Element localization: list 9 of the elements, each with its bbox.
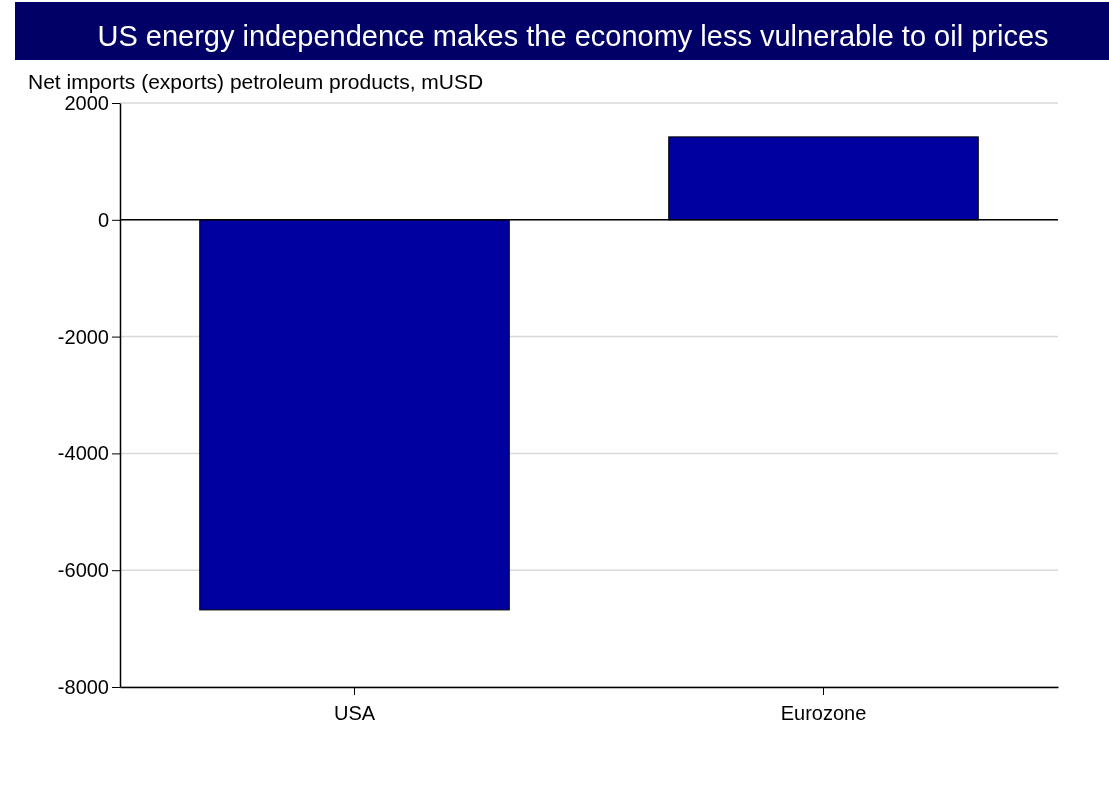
y-tick-label: -6000: [57, 559, 109, 582]
x-tick-label: USA: [333, 702, 376, 724]
x-tick-label: Eurozone: [780, 702, 867, 724]
y-axis-title: Net imports (exports) petroleum products, mUSD: [28, 70, 484, 93]
y-tick-label: -4000: [57, 442, 109, 465]
chart-title: US energy independence makes the economy less vulnerable to oil prices: [97, 20, 1049, 52]
y-tick-label: 0: [97, 208, 109, 231]
y-tick-label: -2000: [57, 325, 109, 348]
y-tick-label: -8000: [57, 675, 109, 698]
